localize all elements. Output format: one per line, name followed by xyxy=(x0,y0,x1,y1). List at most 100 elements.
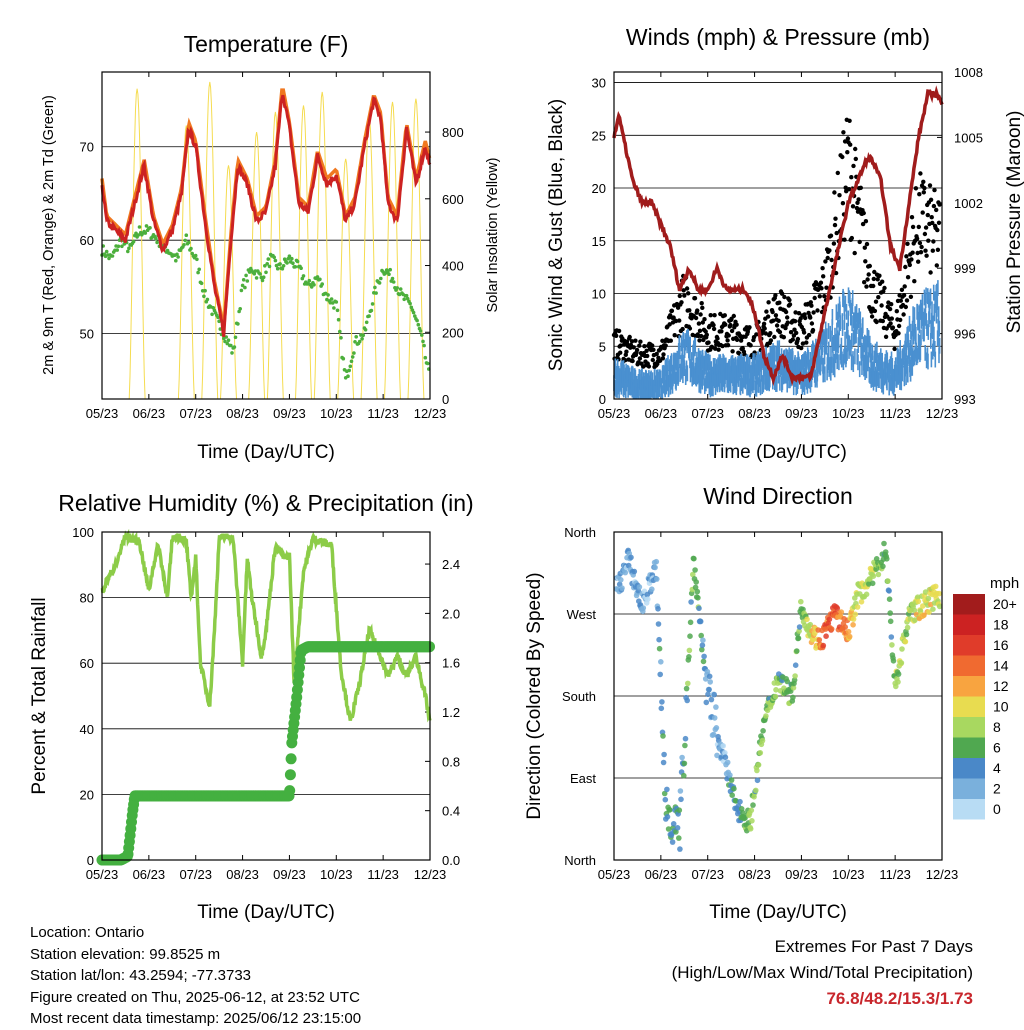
direction-point xyxy=(749,818,755,824)
direction-point xyxy=(911,607,918,614)
gust-point xyxy=(832,190,837,195)
gust-point xyxy=(853,146,858,152)
dewpoint-point xyxy=(307,278,312,283)
gust-point xyxy=(824,285,829,290)
x-tick-label: 06/23 xyxy=(645,867,678,882)
gust-point xyxy=(837,193,842,198)
direction-point xyxy=(653,558,660,565)
gust-point xyxy=(841,130,846,135)
direction-point xyxy=(686,654,692,660)
gust-point xyxy=(843,185,848,190)
x-tick-label: 08/23 xyxy=(738,406,771,421)
dewpoint-point xyxy=(409,305,414,310)
y-tick-label: 0 xyxy=(87,853,94,868)
gust-point xyxy=(905,275,911,280)
dewpoint-point xyxy=(280,267,285,271)
direction-point xyxy=(674,825,681,831)
gust-point xyxy=(722,313,727,318)
dewpoint-point xyxy=(272,255,277,260)
direction-point xyxy=(757,750,764,756)
gust-point xyxy=(930,220,935,226)
direction-point xyxy=(887,618,894,625)
direction-point xyxy=(722,750,728,756)
gust-point xyxy=(817,294,822,299)
direction-point xyxy=(702,676,709,682)
gust-point xyxy=(618,343,623,348)
gust-point xyxy=(834,230,839,236)
dewpoint-point xyxy=(265,262,270,266)
y2-tick-label: 1.2 xyxy=(442,705,460,720)
dewpoint-point xyxy=(193,253,198,258)
dewpoint-point xyxy=(176,255,180,259)
plot-frame xyxy=(101,71,431,400)
direction-point xyxy=(636,584,643,590)
legend-swatch xyxy=(953,778,985,799)
legend-swatch xyxy=(953,635,985,656)
gust-point xyxy=(782,294,787,300)
gust-point xyxy=(905,241,910,246)
gust-point xyxy=(887,306,893,312)
dewpoint-point xyxy=(281,264,286,268)
dewpoint-point xyxy=(315,275,320,279)
location-text: Location: Ontario xyxy=(30,924,145,941)
gust-point xyxy=(926,238,931,243)
x-tick-label: 08/23 xyxy=(226,406,259,421)
direction-point xyxy=(713,725,720,731)
gust-point xyxy=(822,294,827,299)
direction-point xyxy=(932,583,939,590)
gust-point xyxy=(852,250,857,256)
gust-point xyxy=(783,309,789,315)
station-info: Location: Ontario Station elevation: 99.… xyxy=(30,922,361,1030)
dewpoint-point xyxy=(423,355,428,360)
gust-point xyxy=(849,175,854,180)
direction-point xyxy=(654,576,660,582)
direction-point xyxy=(912,617,918,623)
dewpoint-point xyxy=(335,308,340,313)
direction-point xyxy=(748,807,755,814)
gust-point xyxy=(877,273,882,278)
dewpoint-point xyxy=(370,302,375,306)
direction-point xyxy=(682,742,688,749)
dewpoint-point xyxy=(127,246,131,250)
gust-point xyxy=(803,315,808,321)
gust-point xyxy=(919,244,924,250)
dewpoint-point xyxy=(238,307,242,311)
direction-point xyxy=(658,705,665,712)
y-tick-label: West xyxy=(567,607,597,622)
legend-swatch xyxy=(953,696,985,717)
gust-point xyxy=(765,314,771,319)
direction-point xyxy=(846,633,853,640)
gust-point xyxy=(928,270,933,275)
x-tick-label: 12/23 xyxy=(414,406,447,421)
plot-layer: 05/23 06/23 07/23 08/23 09/23 10/23 11/23 12/23… xyxy=(72,65,1016,882)
gust-point xyxy=(645,353,650,359)
gust-point xyxy=(686,291,691,296)
dewpoint-point xyxy=(388,267,393,272)
gust-point xyxy=(711,326,717,332)
gust-point xyxy=(848,142,853,147)
gust-point xyxy=(937,202,942,207)
gust-point xyxy=(761,321,767,326)
direction-point xyxy=(887,610,893,616)
gust-point xyxy=(773,293,778,298)
x-tick-label: 07/23 xyxy=(179,406,212,421)
gust-point xyxy=(650,357,655,363)
gust-point xyxy=(720,343,725,349)
direction-point xyxy=(703,699,710,706)
gust-point xyxy=(862,245,867,250)
gust-point xyxy=(682,293,687,298)
dewpoint-point xyxy=(295,259,300,264)
dewpoint-point xyxy=(287,254,292,258)
direction-point xyxy=(884,556,890,562)
direction-point xyxy=(740,810,746,816)
dewpoint-point xyxy=(243,285,247,290)
gust-point xyxy=(764,309,769,314)
x-tick-label: 09/23 xyxy=(273,867,306,882)
gust-point xyxy=(851,163,856,169)
gust-point xyxy=(700,305,705,310)
gust-point xyxy=(855,200,860,205)
direction-point xyxy=(696,605,702,612)
direction-point xyxy=(706,686,712,693)
direction-point xyxy=(692,567,698,573)
dewpoint-point xyxy=(387,272,391,277)
